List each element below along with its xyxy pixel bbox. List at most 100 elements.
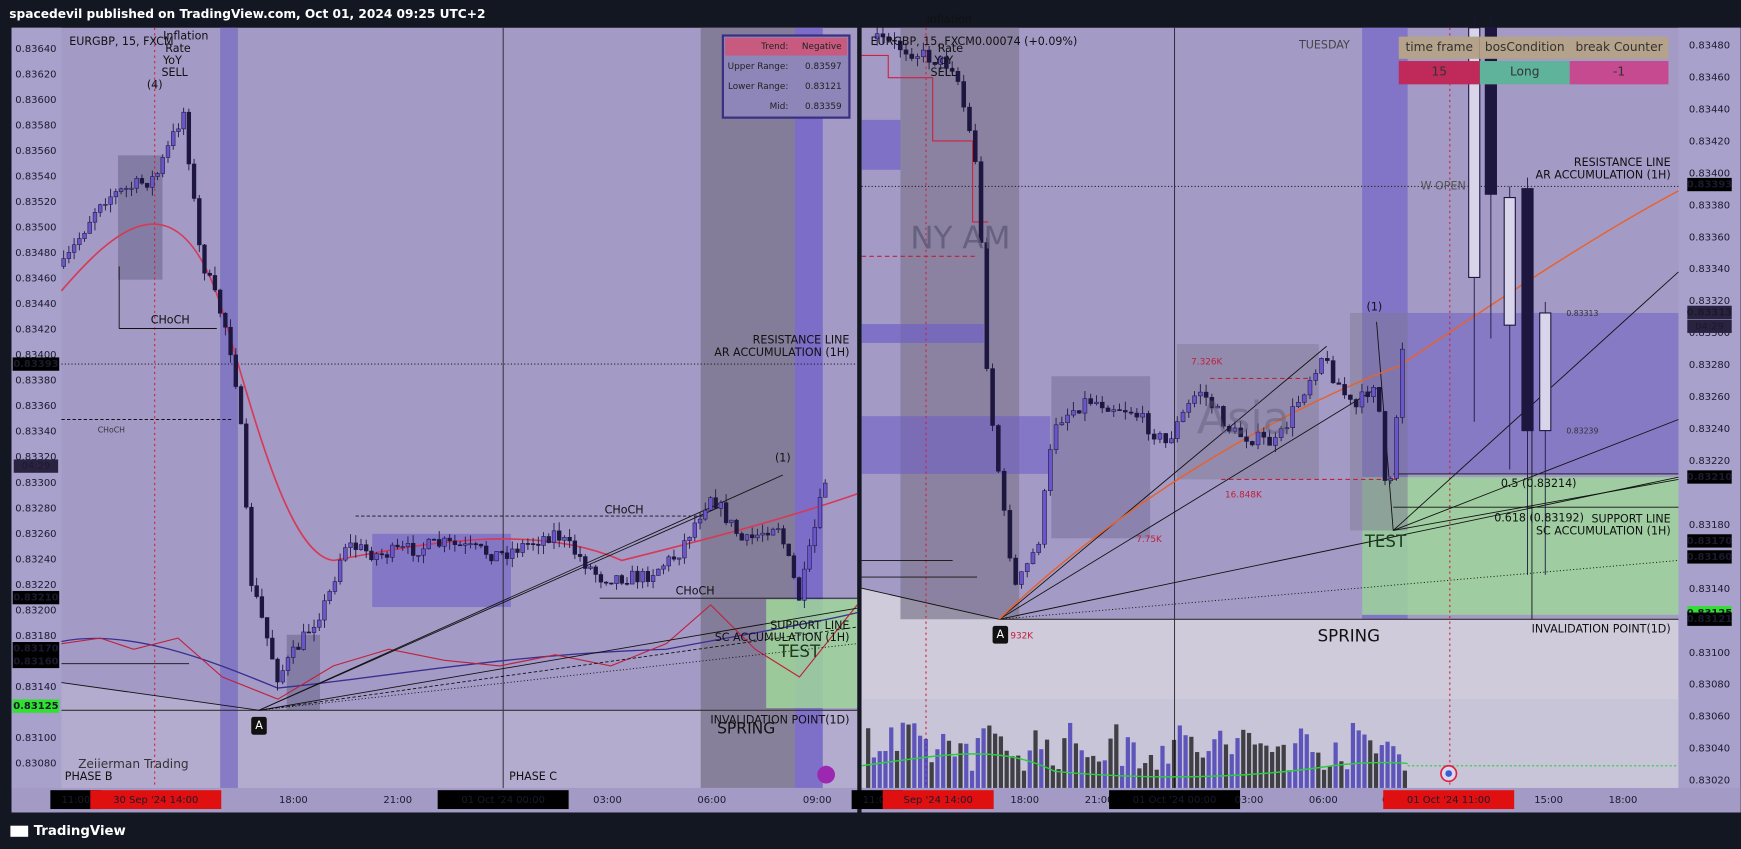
left-lower-zone [61, 682, 858, 788]
candle [990, 368, 995, 426]
candle [1336, 382, 1342, 385]
volume-bar [1062, 738, 1067, 788]
volume-bar [906, 724, 911, 788]
candle [1539, 312, 1552, 432]
candle [915, 56, 920, 59]
volume-bar [1379, 745, 1384, 788]
volume-bar [1119, 765, 1125, 788]
candle [1134, 412, 1140, 418]
volume-bar [1016, 755, 1021, 788]
candle [228, 326, 233, 356]
volume-bars [866, 722, 1407, 788]
table-key: Trend: [760, 42, 788, 52]
candle [1111, 409, 1117, 412]
candle [650, 575, 656, 582]
volume-bar [1131, 742, 1136, 788]
volume-bar [1298, 728, 1304, 788]
table-value: -1 [1613, 65, 1625, 79]
candle [723, 502, 729, 524]
volume-bar [1085, 757, 1090, 788]
symbol: EURGBP, 15, FXCM [871, 35, 975, 48]
candle [379, 553, 385, 556]
volume-bar [1102, 760, 1107, 788]
candle [1088, 398, 1093, 404]
candle [892, 39, 897, 42]
volume-bar [1166, 763, 1171, 788]
price-tick-label: 0.83220 [15, 580, 56, 591]
session-label: Asia [1197, 394, 1290, 445]
candle [374, 553, 379, 560]
time-marker [90, 790, 222, 810]
candle [82, 233, 87, 239]
candle [897, 40, 903, 51]
volume-bar [1189, 736, 1194, 788]
candle [1186, 403, 1192, 413]
price-tick-label: 0.83500 [15, 223, 56, 234]
time-tick-label: 11:00 [62, 795, 91, 806]
annotation: W OPEN [1421, 179, 1466, 192]
candle [796, 577, 802, 601]
candle [499, 551, 504, 554]
candle [1296, 401, 1301, 407]
volume-bar [1264, 745, 1269, 788]
candle [1203, 391, 1209, 398]
candle [1359, 391, 1365, 408]
candle [197, 198, 202, 246]
volume-bar [1304, 734, 1309, 788]
volume-ma [861, 753, 1408, 778]
table-key: Upper Range: [728, 62, 789, 72]
candle [1053, 424, 1059, 450]
candle [666, 556, 671, 567]
candle [186, 111, 192, 165]
annotation: A [997, 628, 1005, 641]
price-marker-label: 0.83170 [1687, 536, 1732, 547]
annotation: INVALIDATION POINT(1D) [1532, 622, 1671, 635]
left-price-axis [11, 27, 62, 813]
volume-bar [1091, 755, 1096, 788]
candle [921, 49, 926, 57]
candle [296, 646, 301, 650]
support-zone [766, 599, 858, 709]
candle [1019, 571, 1024, 585]
price-tick-label: 0.83460 [1689, 72, 1730, 83]
candle [484, 545, 489, 555]
candle [1313, 373, 1319, 381]
annotation: SC ACCUMULATION (1H) [1536, 525, 1671, 538]
candle [1042, 490, 1047, 545]
candle [191, 163, 197, 199]
candle [536, 543, 541, 546]
price-tick-label: 0.83420 [1689, 136, 1730, 147]
candle [249, 506, 254, 586]
candle [1221, 406, 1226, 427]
candle [614, 575, 619, 584]
volume-bar [1154, 769, 1159, 788]
candle [1319, 358, 1324, 374]
candle [677, 557, 682, 560]
candle [233, 354, 238, 387]
candle [395, 544, 400, 548]
candle [1082, 398, 1088, 414]
candle [687, 536, 692, 541]
symbol: EURGBP, 15, FXCM [69, 35, 173, 48]
price-tick-label: 0.83020 [1689, 776, 1730, 787]
candle [880, 33, 886, 38]
price-tick-label: 0.83060 [1689, 712, 1730, 723]
candle [1209, 397, 1215, 409]
volume-bar [964, 743, 969, 788]
volume-bar [1327, 766, 1332, 788]
annotation: SPRING [1318, 627, 1380, 646]
candle [955, 71, 961, 82]
candle [202, 244, 207, 274]
price-marker-label: 0.83313 [1687, 307, 1732, 318]
annotation: TUESDAY [1298, 39, 1350, 52]
volume-bar [1079, 750, 1084, 788]
candle [510, 548, 515, 559]
volume-bar [1356, 730, 1361, 788]
alert-icon[interactable] [817, 765, 835, 784]
candle [1140, 413, 1145, 418]
candle [437, 539, 442, 547]
volume-bar [1183, 735, 1188, 788]
session-band [900, 27, 1020, 620]
volume-bar [1143, 763, 1148, 788]
candle [961, 81, 966, 108]
